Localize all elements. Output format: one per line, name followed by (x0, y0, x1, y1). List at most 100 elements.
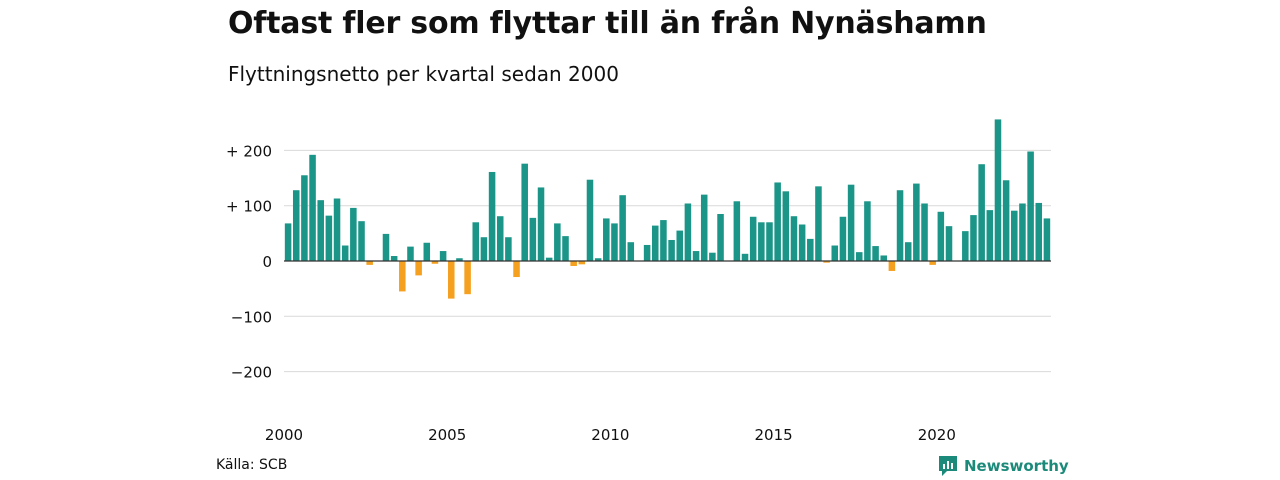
bar (1019, 203, 1026, 261)
bar (570, 261, 577, 266)
bar (774, 182, 781, 261)
chart-title: Oftast fler som flyttar till än från Nyn… (228, 6, 987, 41)
bar (562, 236, 569, 262)
x-tick-label: 2005 (428, 426, 466, 444)
bar (978, 164, 985, 261)
bar (929, 261, 936, 265)
y-tick-label: 0 (262, 253, 272, 271)
bar (496, 216, 504, 261)
bar (831, 245, 839, 261)
bar (513, 261, 520, 278)
bar (415, 261, 422, 276)
y-tick-label: + 100 (226, 198, 272, 216)
bar (921, 203, 928, 261)
bar (766, 222, 773, 261)
bar (301, 175, 308, 261)
bar (1035, 202, 1043, 262)
bar (341, 245, 349, 261)
y-tick-label: + 200 (226, 142, 272, 160)
bar (578, 261, 586, 265)
bar (472, 222, 480, 261)
bar (692, 251, 700, 261)
x-tick-label: 2000 (265, 426, 303, 444)
bar (521, 163, 528, 261)
bar (603, 218, 610, 261)
y-tick-label: −200 (231, 364, 272, 382)
bar (423, 242, 431, 261)
bar (815, 186, 822, 261)
bar (488, 171, 496, 261)
bar (448, 261, 455, 299)
bar (529, 217, 537, 261)
bar (439, 251, 447, 261)
bar (986, 210, 994, 261)
x-tick-label: 2010 (591, 426, 629, 444)
bar (382, 233, 390, 261)
bar (431, 261, 439, 264)
bar (962, 231, 969, 261)
bar (741, 253, 749, 261)
chart-subtitle: Flyttningsnetto per kvartal sedan 2000 (228, 62, 619, 86)
bar (284, 223, 292, 261)
bar (611, 223, 618, 261)
bar (676, 230, 684, 262)
bar (456, 258, 463, 262)
bar (1002, 180, 1010, 261)
bar (480, 237, 488, 261)
bar (700, 194, 708, 261)
bar (594, 258, 602, 262)
bar (317, 200, 324, 261)
bar (970, 215, 977, 261)
bar (407, 246, 414, 261)
bar (545, 257, 553, 261)
bar (660, 220, 667, 261)
bar (668, 239, 675, 261)
bar (937, 211, 945, 261)
bar (888, 261, 896, 271)
bar (325, 215, 333, 261)
bar (945, 226, 953, 261)
bar (855, 252, 863, 261)
bar (309, 154, 316, 261)
bar (554, 223, 561, 261)
y-tick-label: −100 (231, 308, 272, 326)
source-note: Källa: SCB (216, 457, 288, 473)
brand-label: Newsworthy (964, 457, 1069, 475)
x-tick-label: 2020 (918, 426, 956, 444)
bar (333, 198, 341, 261)
newsworthy-logo-icon (939, 456, 957, 476)
bar (1011, 210, 1018, 261)
bar (505, 237, 512, 261)
bar (733, 201, 741, 261)
bar (366, 261, 373, 265)
bar (847, 184, 855, 261)
bar (904, 242, 912, 261)
bar (782, 191, 790, 261)
bar (350, 207, 357, 261)
bar (758, 222, 765, 261)
bar (913, 183, 920, 261)
bar (399, 261, 406, 292)
bar (749, 216, 757, 261)
bar (652, 225, 659, 261)
bar (619, 195, 626, 261)
bar (839, 216, 847, 261)
bar (292, 190, 300, 261)
bar (807, 238, 814, 261)
bar (790, 216, 798, 261)
bar (1043, 218, 1051, 261)
x-tick-label: 2015 (755, 426, 793, 444)
bar (994, 119, 1002, 262)
bar (537, 187, 545, 261)
bar (709, 252, 716, 261)
bar (586, 179, 594, 261)
bar (684, 203, 692, 261)
bar (1027, 151, 1034, 261)
bar (627, 242, 635, 261)
bar (358, 221, 365, 261)
bar (390, 256, 398, 261)
bar (896, 190, 904, 261)
bar (798, 224, 806, 261)
bar (717, 214, 724, 262)
